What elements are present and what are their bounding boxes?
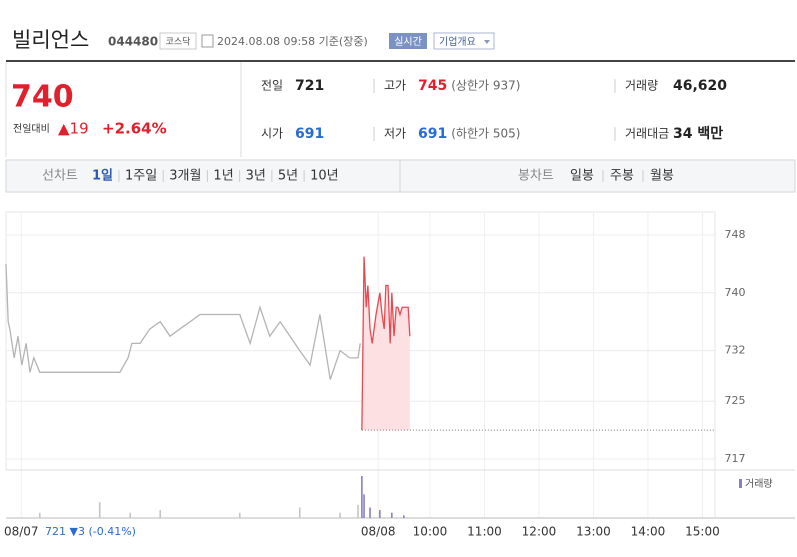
stock-name: 빌리언스 xyxy=(12,28,89,52)
volume-bar xyxy=(38,512,41,518)
stat-value: 691 xyxy=(418,126,447,142)
tab[interactable]: 1일 xyxy=(92,169,113,184)
volume-legend: 거래량 xyxy=(745,478,773,490)
timestamp: 2024.08.08 09:58 기준(장중) xyxy=(217,35,368,48)
tab[interactable]: 일봉 xyxy=(570,169,594,184)
tab-group-label: 봉차트 xyxy=(518,169,554,184)
overview: 기업개요 xyxy=(439,35,476,48)
tab[interactable]: 1주일 xyxy=(125,169,157,184)
y-tick-label: 717 xyxy=(725,452,746,465)
calendar-icon xyxy=(201,34,214,48)
tab[interactable]: 3개월 xyxy=(169,169,201,184)
y-tick-label: 725 xyxy=(725,394,746,407)
y-tick-label: 748 xyxy=(725,228,746,241)
stat-value: 745 xyxy=(418,78,447,94)
volume-bar xyxy=(403,515,405,518)
x-tick-label: 08/07 xyxy=(4,525,39,539)
price-line xyxy=(5,263,361,380)
stat-value: 691 xyxy=(295,126,324,142)
change: ▲19 xyxy=(58,120,89,138)
overview-button[interactable] xyxy=(433,32,495,50)
stat-label: 고가 xyxy=(384,79,406,93)
prev-summary: 721 ▼3 (-0.41%) xyxy=(45,525,136,538)
x-tick-label: 12:00 xyxy=(522,525,557,539)
market: 코스닥 xyxy=(166,37,191,48)
stat-label: 저가 xyxy=(384,127,406,141)
y-tick-label: 732 xyxy=(725,344,746,357)
stat-value: 721 xyxy=(295,78,324,94)
x-tick-label: 10:00 xyxy=(413,525,448,539)
stat-value: 34 백만 xyxy=(673,126,723,142)
stock-code: 044480 xyxy=(108,35,158,49)
tab-group-label: 선차트 xyxy=(42,169,78,184)
tab[interactable]: 5년 xyxy=(278,169,298,184)
x-tick-label: 11:00 xyxy=(467,525,502,539)
volume-bar xyxy=(298,507,301,518)
stat-label: 거래대금 xyxy=(625,127,669,141)
volume-bar xyxy=(129,512,132,518)
tab[interactable]: 월봉 xyxy=(650,169,674,184)
tab[interactable]: 1년 xyxy=(213,169,233,184)
stat-note: (상한가 937) xyxy=(451,79,520,93)
market-badge xyxy=(159,32,197,50)
change-label: 전일대비 xyxy=(13,123,50,135)
plot-frame xyxy=(5,211,716,471)
x-tick-label: 15:00 xyxy=(685,525,720,539)
tab[interactable]: 10년 xyxy=(310,169,339,184)
area-fill xyxy=(361,256,410,431)
stat-value: 46,620 xyxy=(673,78,727,94)
volume-bar xyxy=(339,512,341,518)
volume-bar xyxy=(391,512,393,518)
price: 740 xyxy=(11,80,74,115)
volume-bar xyxy=(379,510,381,518)
dropdown-arrow xyxy=(484,40,490,44)
stat-label: 전일 xyxy=(261,79,283,93)
x-tick-label: 08/08 xyxy=(361,525,396,539)
x-tick-label: 13:00 xyxy=(576,525,611,539)
volume-bar xyxy=(369,507,371,518)
x-tick-label: 14:00 xyxy=(631,525,666,539)
tab[interactable]: 3년 xyxy=(246,169,266,184)
change-pct: +2.64% xyxy=(102,120,167,138)
volume-legend-swatch xyxy=(739,479,742,488)
stat-label: 거래량 xyxy=(625,79,658,93)
stat-note: (하한가 505) xyxy=(451,127,520,141)
volume-bar xyxy=(159,510,162,518)
volume-bar xyxy=(357,504,359,518)
realtime-badge[interactable] xyxy=(389,33,427,49)
price-line xyxy=(361,256,411,431)
realtime: 실시간 xyxy=(394,36,422,48)
y-tick-label: 740 xyxy=(725,286,746,299)
tab[interactable]: 주봉 xyxy=(610,169,634,184)
volume-bar xyxy=(238,512,241,518)
stat-label: 시가 xyxy=(261,127,283,141)
volume-bar xyxy=(361,476,363,518)
volume-bar xyxy=(363,494,365,518)
volume-bar xyxy=(98,502,101,518)
